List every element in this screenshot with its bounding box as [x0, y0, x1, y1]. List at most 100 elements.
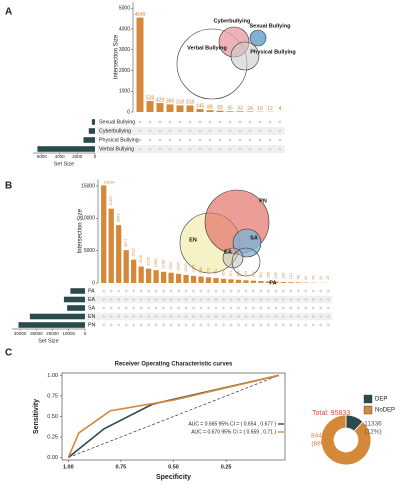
matrix-dot [178, 120, 182, 124]
matrix-dot [304, 323, 308, 327]
bar-value-label: 18 [326, 276, 330, 280]
bar-value-label: 24 [247, 106, 253, 112]
venn-label: Cyberbullying [214, 18, 251, 24]
matrix-dot [208, 138, 212, 142]
venn-label: Physical Bullying [250, 49, 296, 55]
y-axis-label: Intersection Size [114, 34, 120, 79]
bar-value-label: 15094 [104, 180, 115, 184]
bar-value-label: 1980 [154, 259, 158, 267]
matrix-dot [117, 306, 121, 310]
bar-value-label: 1105 [192, 265, 196, 273]
matrix-dot [192, 306, 195, 310]
value-label: 84497 [311, 433, 329, 440]
matrix-dot [147, 289, 151, 293]
matrix-dot [228, 138, 232, 142]
set-label: PN [88, 322, 96, 328]
set-size-bar [83, 137, 95, 143]
matrix-dot [158, 147, 162, 151]
bar [235, 279, 242, 283]
bar-value-label: 654 [221, 269, 225, 275]
bar-value-label: 1736 [162, 260, 166, 268]
bar [138, 266, 144, 283]
bar [160, 271, 167, 283]
matrix-dot [274, 298, 278, 301]
matrix-dot [319, 298, 323, 301]
bar-value-label: 879 [207, 268, 211, 274]
matrix-dot [139, 298, 143, 301]
matrix-dot [168, 129, 172, 133]
bar-value-label: 429 [156, 97, 165, 103]
matrix-dot [228, 120, 232, 124]
bar [198, 276, 204, 283]
matrix-dot [102, 323, 106, 327]
matrix-dot [319, 289, 323, 293]
y-tick-label: 0.50 [47, 414, 58, 420]
matrix-dot [252, 289, 255, 293]
venn-label: Verbal Bullying [187, 45, 227, 51]
matrix-dot [177, 289, 180, 293]
matrix-dot [162, 323, 166, 327]
matrix-dot [268, 138, 272, 142]
matrix-dot [109, 323, 113, 327]
bar-value-label: 2545 [139, 255, 143, 263]
matrix-dot [229, 323, 233, 327]
y-tick-label: 5000 [84, 248, 95, 254]
matrix-dot [188, 138, 192, 142]
matrix-dot [229, 306, 233, 310]
matrix-dot [154, 289, 158, 293]
matrix-dot [326, 298, 330, 301]
bar [116, 225, 122, 283]
bar-value-label: 31 [319, 276, 323, 280]
matrix-dot [139, 306, 143, 310]
total-label: Total: 95833 [312, 410, 350, 417]
matrix-dot [248, 120, 252, 124]
bar [186, 105, 194, 112]
matrix-dot [248, 138, 252, 142]
matrix-dot [148, 147, 152, 151]
matrix-dot [169, 323, 173, 327]
matrix-dot [296, 323, 300, 327]
matrix-dot [326, 315, 330, 318]
y-tick-label: 0 [92, 280, 95, 286]
matrix-dot [199, 323, 203, 327]
x-tick-label: 1.00 [63, 464, 74, 470]
panel-label: C [5, 348, 12, 359]
set-size-bar [88, 128, 95, 134]
bar [213, 277, 219, 283]
matrix-dot [188, 120, 192, 124]
matrix-dot [252, 298, 255, 301]
matrix-dot [274, 306, 278, 310]
matrix-dot [311, 298, 315, 301]
set-size-bar [37, 146, 95, 152]
matrix-dot [252, 323, 255, 327]
bar-value-label: 423 [244, 271, 248, 277]
bar [288, 282, 294, 283]
matrix-dot [244, 289, 248, 293]
x-tick-label: 0.75 [116, 464, 127, 470]
matrix-dot [132, 323, 136, 327]
matrix-dot [237, 298, 240, 301]
matrix-dot [222, 315, 225, 318]
matrix-dot [124, 289, 128, 293]
matrix-dot [139, 315, 143, 318]
matrix-dot [117, 289, 121, 293]
matrix-dot [198, 120, 202, 124]
matrix-dot [268, 120, 272, 124]
set-axis-label: Set Size [38, 338, 58, 344]
bar [243, 280, 249, 283]
matrix-dot [311, 315, 315, 318]
y-tick-label: 0.00 [47, 455, 58, 461]
matrix-dot [289, 298, 293, 301]
bar [250, 280, 257, 283]
matrix-dot [274, 315, 278, 318]
matrix-dot [218, 129, 222, 133]
matrix-dot [124, 315, 128, 318]
matrix-dot [304, 298, 308, 301]
matrix-dot [326, 323, 330, 327]
matrix-dot [268, 129, 272, 133]
matrix-dot [289, 323, 293, 327]
matrix-dot [138, 138, 142, 142]
set-label: Sexual Bullying [99, 119, 135, 125]
matrix-dot [259, 298, 263, 301]
